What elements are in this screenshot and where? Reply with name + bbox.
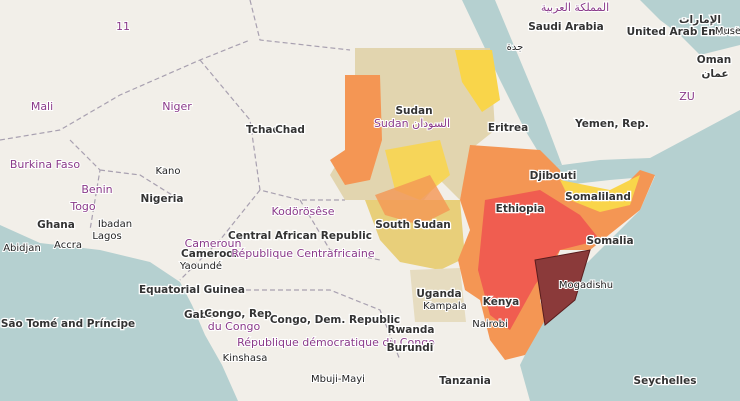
gulf <box>640 0 740 55</box>
place-label: Accra <box>54 240 82 251</box>
place-label: Rwanda <box>388 324 435 336</box>
place-label: Mali <box>31 100 53 113</box>
place-label: Saudi Arabia <box>528 21 603 33</box>
place-label: Abidjan <box>3 243 41 254</box>
place-label: Tchad <box>246 124 280 136</box>
place-label: Niger <box>162 100 192 113</box>
place-label: South Sudan <box>375 219 451 231</box>
place-label: Burkina Faso <box>10 158 80 171</box>
darfur-orange <box>330 75 382 185</box>
gulf-of-guinea <box>0 225 238 401</box>
place-label: São Tomé and Príncipe <box>1 318 135 330</box>
place-label: Gabon <box>184 309 222 321</box>
uganda-region <box>410 268 466 322</box>
place-label: المملكة العربية <box>541 1 609 14</box>
place-label: Kodörösêse <box>271 205 334 218</box>
south-sudan-orange <box>375 175 450 225</box>
borders <box>0 0 401 361</box>
place-label: Kinshasa <box>223 353 268 364</box>
place-label: 11 <box>116 20 130 33</box>
place-label: Equatorial Guinea <box>139 284 245 296</box>
place-label: Ethiopia <box>496 203 545 215</box>
place-label: République démocratique du Congo <box>237 336 435 349</box>
place-label: Tanzania <box>439 375 491 387</box>
place-label: United Arab Emirates <box>627 26 740 38</box>
place-label: Yaoundé <box>179 260 222 272</box>
place-label: جدة <box>507 42 524 53</box>
place-label: الإمارات <box>679 14 721 26</box>
red-sea <box>462 0 562 168</box>
place-label: Sudan <box>395 105 432 117</box>
south-somalia-hatched <box>534 249 591 326</box>
place-label: Mogadishu <box>559 280 613 291</box>
place-label: Sudan السودان <box>374 117 450 130</box>
place-label: Cameroon <box>181 248 241 260</box>
place-label: Yemen, Rep. <box>574 118 649 130</box>
south-sudan-region <box>365 200 465 270</box>
place-label: Togo <box>69 200 96 213</box>
place-label: Kenya <box>483 296 519 308</box>
place-label: Cameroun <box>185 237 242 250</box>
place-label: Burundi <box>387 342 434 354</box>
place-label: Chad <box>275 124 305 136</box>
place-label: Seychelles <box>634 375 697 387</box>
place-label: ZU <box>679 90 695 103</box>
somaliland-yellow <box>560 175 640 212</box>
place-label: Lagos <box>92 231 121 242</box>
sudan-yellow <box>455 50 500 112</box>
place-label: Eritrea <box>488 122 528 134</box>
place-label: Kampala <box>423 301 467 312</box>
place-label: Central African Republic <box>228 230 372 242</box>
place-label: عمان <box>701 68 728 80</box>
place-label: Nigeria <box>141 193 184 205</box>
place-label: Nairobi <box>472 319 508 330</box>
place-label: Mbuji-Mayi <box>311 374 365 385</box>
place-label: Uganda <box>416 288 461 300</box>
place-label: Oman <box>697 54 731 66</box>
place-label: Somaliland <box>565 191 631 203</box>
place-label: Congo, Dem. Republic <box>270 314 400 326</box>
place-label: Benin <box>81 183 112 196</box>
place-label: République Centrafricaine <box>231 247 374 260</box>
place-label: Ghana <box>37 219 75 231</box>
place-label: Congo, Rep. <box>204 308 275 320</box>
place-label: Ibadan <box>98 219 132 230</box>
place-label: du Congo <box>208 320 261 333</box>
place-label: Djibouti <box>530 170 577 182</box>
place-label: Somalia <box>586 235 633 247</box>
place-label: Kano <box>156 166 181 177</box>
place-label: Muse <box>715 26 740 37</box>
indian-ocean <box>520 110 740 401</box>
